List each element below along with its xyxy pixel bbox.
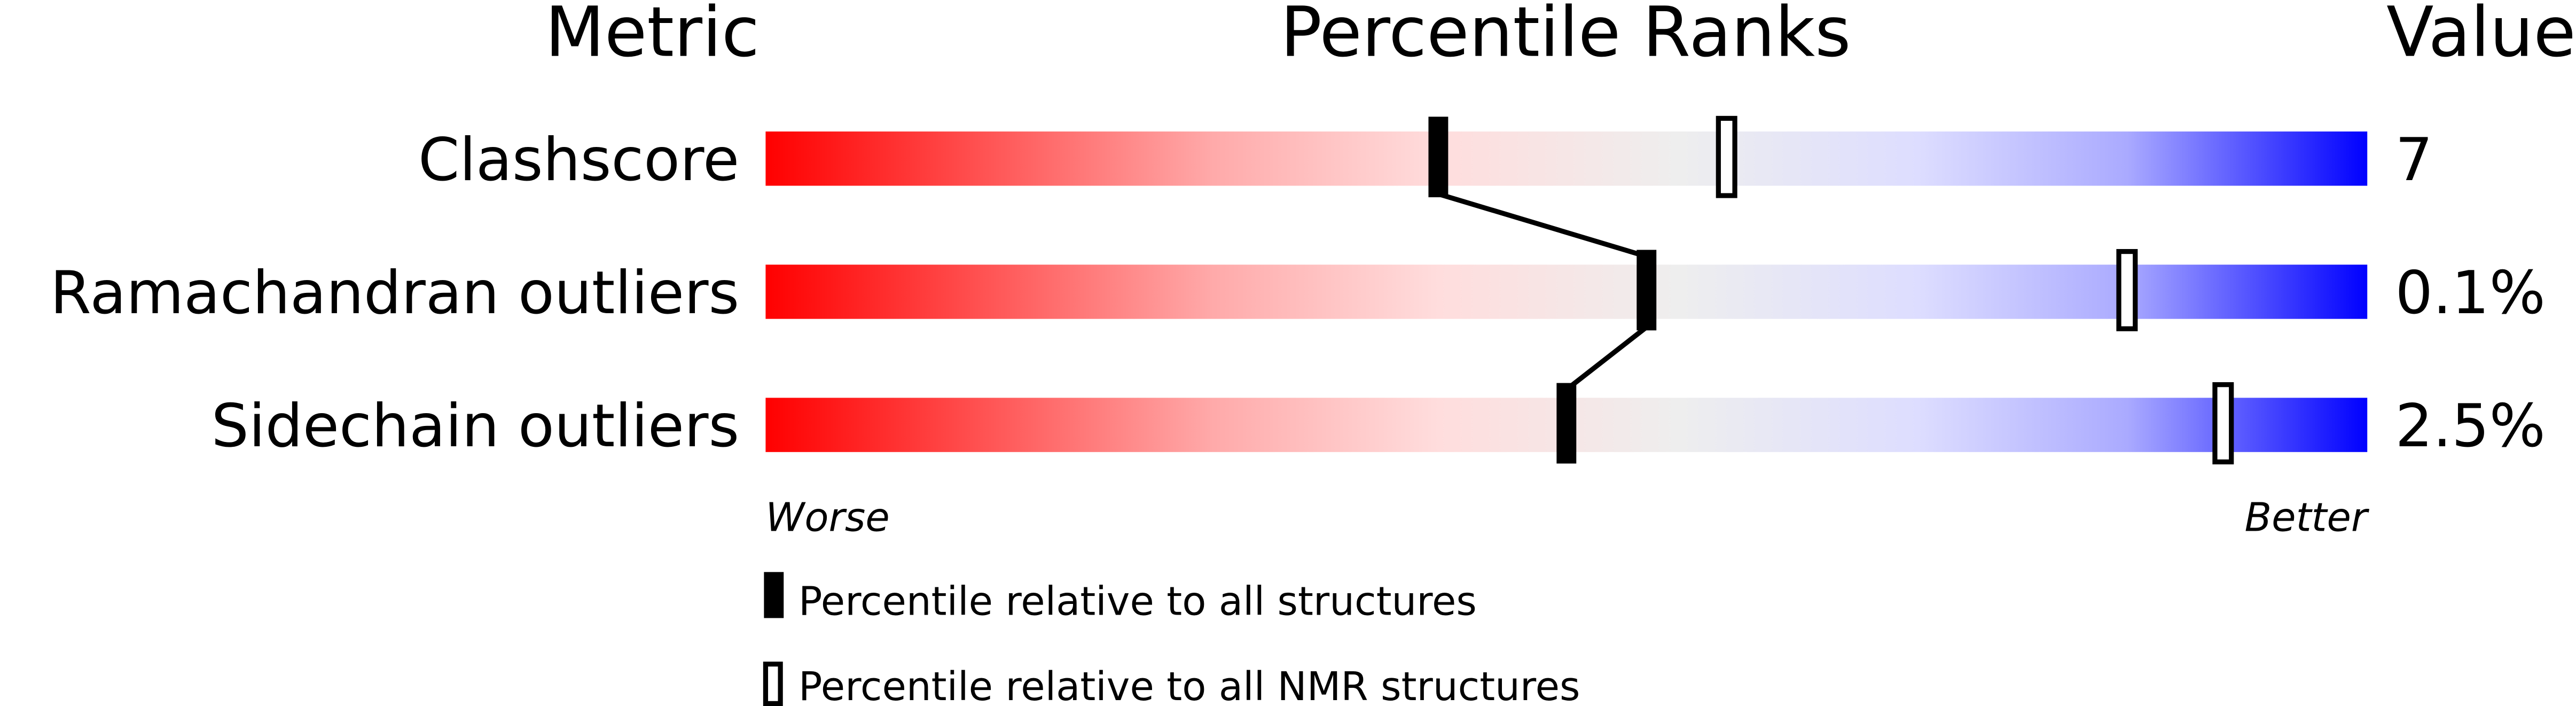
all-percentile-marker <box>1556 383 1577 464</box>
connector-line <box>1437 191 1648 259</box>
nmr-percentile-marker <box>2212 382 2234 464</box>
header-percentile-ranks: Percentile Ranks <box>1280 0 1851 73</box>
metric-value: 0.1% <box>2395 259 2546 328</box>
header-value: Value <box>2386 0 2576 73</box>
nmr-percentile-marker <box>1716 115 1737 198</box>
header-metric: Metric <box>545 0 760 73</box>
legend-open-marker <box>763 661 783 706</box>
metric-value: 2.5% <box>2395 392 2546 461</box>
connector-line <box>1564 325 1648 392</box>
metric-label: Ramachandran outliers <box>50 259 739 328</box>
metric-label: Clashscore <box>418 126 739 195</box>
legend-filled-marker <box>764 572 784 618</box>
metric-value: 7 <box>2395 126 2433 195</box>
better-label: Better <box>2245 494 2370 540</box>
nmr-percentile-marker <box>2116 249 2138 331</box>
percentile-bar <box>765 131 2368 186</box>
percentile-bar <box>765 265 2368 319</box>
legend-nmr-structures: Percentile relative to all NMR structure… <box>798 664 1580 706</box>
all-percentile-marker <box>1637 250 1657 331</box>
metric-label: Sidechain outliers <box>212 392 740 461</box>
all-percentile-marker <box>1428 117 1448 198</box>
legend-all-structures: Percentile relative to all structures <box>798 578 1477 624</box>
worse-label: Worse <box>765 494 889 540</box>
